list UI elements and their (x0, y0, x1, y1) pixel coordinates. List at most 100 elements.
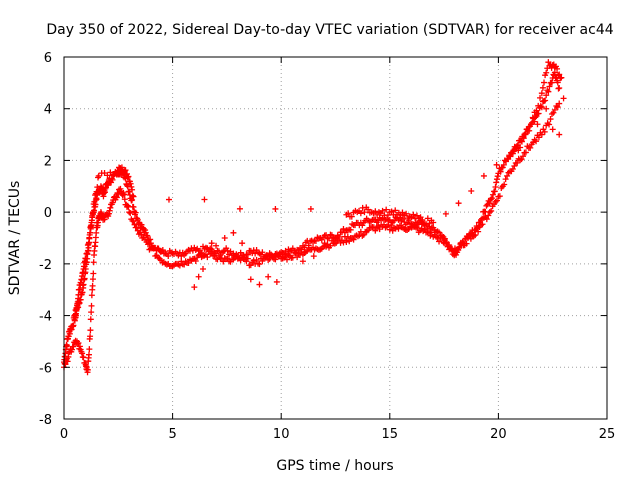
y-tick-label: -4 (39, 310, 52, 325)
data-point (527, 121, 534, 128)
data-point (538, 90, 545, 97)
data-point (90, 270, 97, 277)
data-point (259, 249, 266, 256)
y-tick-label: 6 (44, 51, 52, 66)
data-point (556, 85, 563, 92)
data-point (501, 181, 508, 188)
y-tick-label: -6 (39, 361, 52, 376)
data-point (256, 261, 263, 268)
data-point (386, 226, 393, 233)
data-point (546, 83, 553, 90)
data-point (265, 273, 272, 280)
data-point (88, 292, 95, 299)
data-point (87, 333, 94, 340)
y-tick-label: -8 (39, 413, 52, 428)
data-point (127, 210, 134, 217)
data-point (518, 138, 525, 145)
data-point (204, 254, 211, 261)
data-point (181, 261, 188, 268)
x-tick-label: 25 (599, 427, 616, 442)
data-point (82, 255, 89, 262)
data-point (104, 172, 111, 179)
data-point (130, 218, 137, 225)
data-point (70, 322, 77, 329)
data-point (86, 346, 93, 353)
data-point (479, 221, 486, 228)
data-point (520, 153, 527, 160)
data-point (372, 208, 379, 215)
data-point (436, 229, 443, 236)
data-point (195, 273, 202, 280)
data-point (533, 107, 540, 114)
data-point (446, 241, 453, 248)
data-point (93, 229, 100, 236)
y-axis-label: SDTVAR / TECUs (7, 181, 23, 296)
data-point (127, 180, 134, 187)
data-point (325, 235, 332, 241)
data-point (424, 215, 431, 222)
data-point (150, 245, 157, 252)
data-point (133, 224, 140, 231)
data-point (396, 214, 403, 221)
data-point (211, 252, 218, 259)
data-point (535, 102, 542, 109)
data-point (147, 240, 154, 247)
data-point (489, 191, 496, 198)
data-point (176, 262, 183, 269)
data-point (456, 244, 463, 251)
data-point (89, 212, 96, 219)
data-point (129, 186, 136, 193)
data-point (88, 309, 95, 316)
data-point (142, 227, 149, 234)
data-point (94, 184, 101, 191)
data-point (494, 173, 501, 180)
data-point (105, 210, 112, 217)
data-point (132, 209, 139, 216)
data-point (359, 232, 366, 239)
data-point (85, 240, 92, 247)
data-point (91, 198, 98, 205)
data-point (522, 130, 529, 137)
data-point (118, 164, 125, 171)
axis-ticks (63, 56, 608, 420)
data-point (256, 250, 263, 257)
data-point (283, 256, 290, 263)
data-point (483, 216, 490, 223)
data-point (350, 236, 357, 243)
data-point (247, 276, 254, 283)
y-tick-label: 4 (44, 103, 52, 118)
data-point (410, 211, 417, 218)
data-point (93, 188, 100, 195)
data-point (541, 128, 548, 135)
data-point (340, 225, 347, 232)
data-point (520, 135, 527, 142)
data-point (88, 302, 95, 309)
data-point (538, 104, 545, 111)
data-point (144, 241, 151, 248)
data-point (138, 221, 145, 228)
data-point (493, 179, 500, 186)
data-point (349, 221, 356, 228)
data-point (126, 209, 133, 216)
data-point (299, 258, 306, 265)
data-point (272, 205, 279, 212)
data-point (518, 156, 525, 163)
data-point (64, 358, 71, 365)
data-point (526, 127, 533, 134)
data-point (441, 240, 448, 247)
data-point (485, 212, 492, 219)
data-point (221, 235, 228, 241)
data-point (493, 176, 500, 183)
data-point (247, 262, 254, 269)
data-point (88, 221, 95, 228)
data-point (236, 205, 243, 212)
data-point (130, 193, 137, 200)
data-point (121, 196, 128, 203)
data-point (475, 228, 482, 235)
data-point (379, 207, 386, 214)
data-point (492, 183, 499, 190)
data-point (129, 192, 136, 199)
plot-frame (63, 56, 608, 420)
data-point (63, 342, 70, 349)
